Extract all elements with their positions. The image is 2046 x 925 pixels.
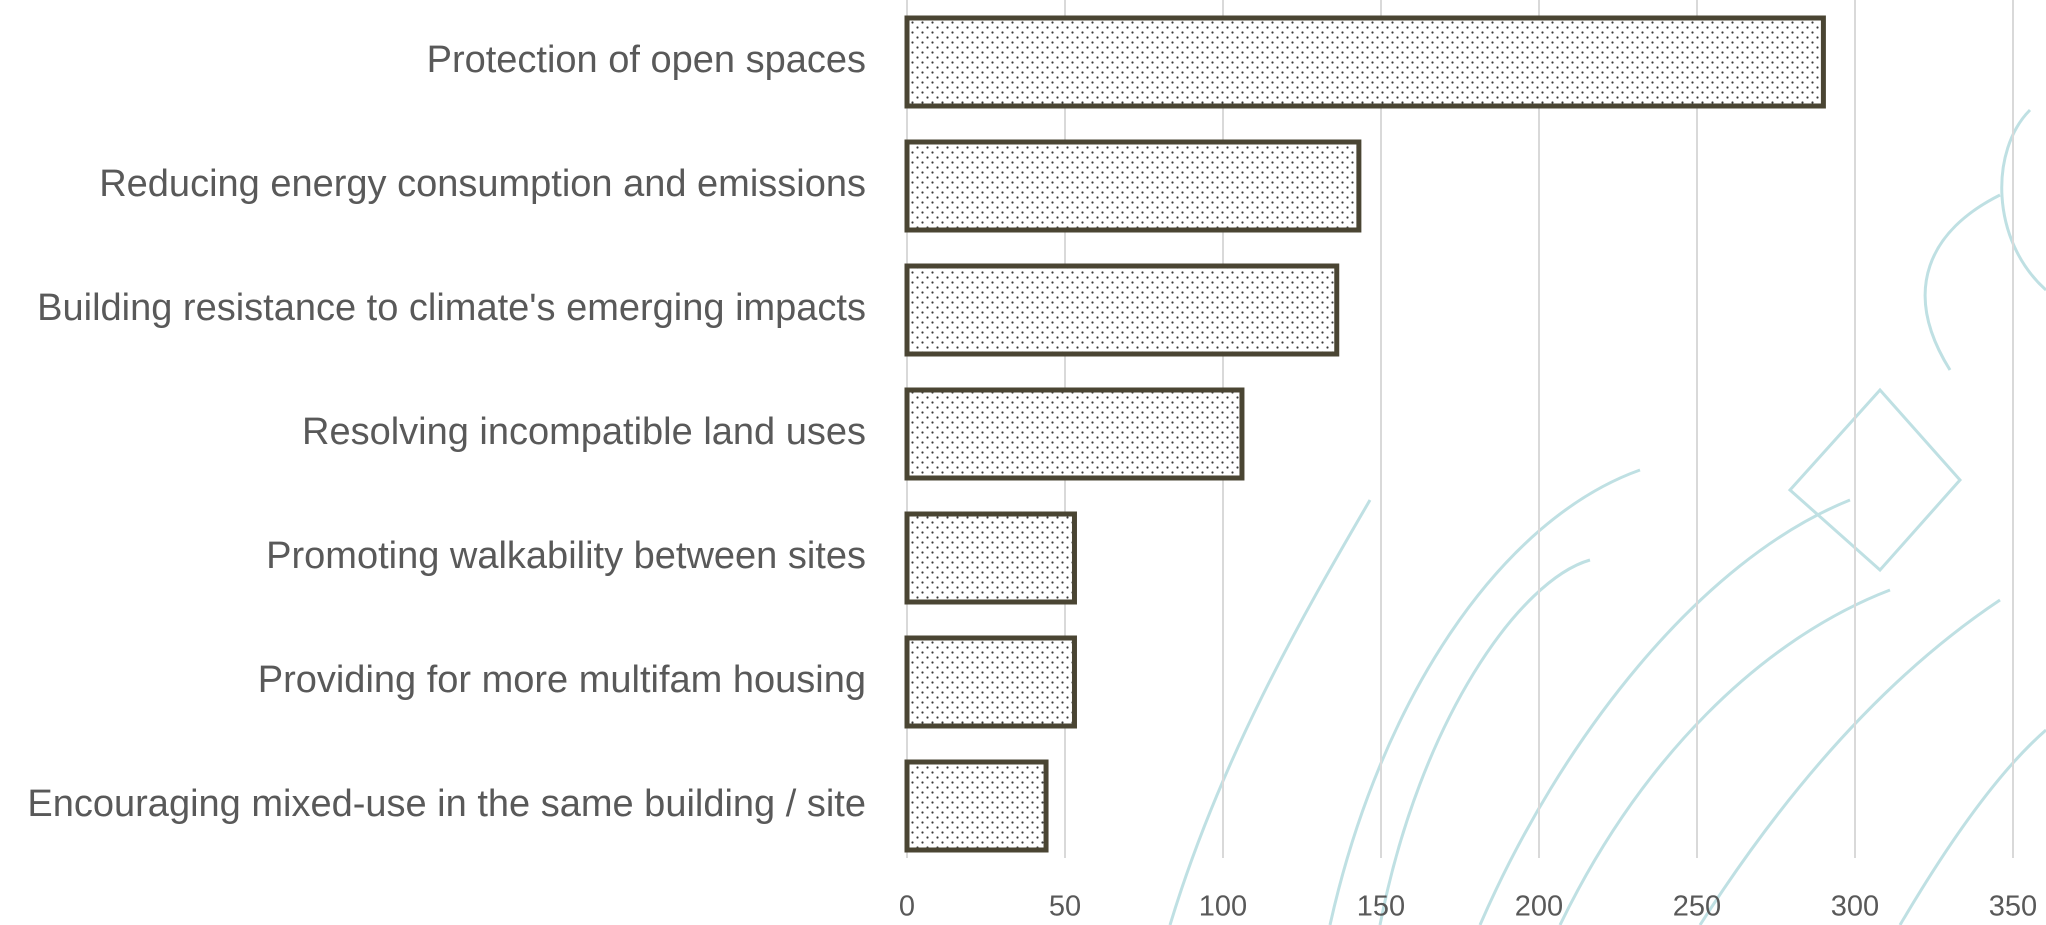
bar xyxy=(904,15,1826,109)
bar xyxy=(904,263,1340,357)
y-tick-label: Reducing energy consumption and emission… xyxy=(99,163,866,205)
y-tick-label: Promoting walkability between sites xyxy=(266,535,866,577)
y-tick-label: Encouraging mixed-use in the same buildi… xyxy=(27,783,866,825)
y-tick-label: Resolving incompatible land uses xyxy=(302,411,866,453)
bar xyxy=(904,511,1077,605)
bar xyxy=(904,635,1077,729)
y-tick-label: Protection of open spaces xyxy=(427,39,866,81)
x-tick-label: 0 xyxy=(899,891,915,923)
y-tick-label: Building resistance to climate's emergin… xyxy=(37,287,866,329)
x-tick-label: 250 xyxy=(1673,891,1721,923)
bar xyxy=(904,139,1362,233)
x-tick-label: 100 xyxy=(1199,891,1247,923)
x-tick-label: 50 xyxy=(1049,891,1081,923)
background-decoration xyxy=(1168,108,2046,925)
bar xyxy=(904,759,1049,853)
x-tick-label: 350 xyxy=(1989,891,2037,923)
y-tick-label: Providing for more multifam housing xyxy=(258,659,866,701)
plot-area: 0 50 100 150 200 250 300 350 Protection of open … xyxy=(27,0,2037,923)
x-tick-label: 300 xyxy=(1831,891,1879,923)
x-tick-label: 150 xyxy=(1357,891,1405,923)
x-tick-label: 200 xyxy=(1515,891,1563,923)
bar xyxy=(904,387,1245,481)
